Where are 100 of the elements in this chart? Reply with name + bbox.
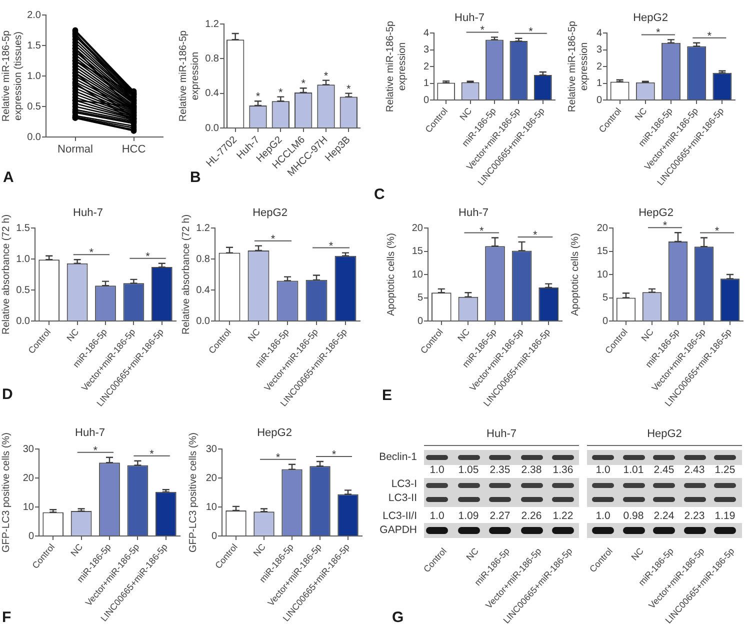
annotation: *: [346, 83, 352, 96]
y-tick-label: 4: [596, 28, 602, 39]
y-tick-label: 0.5: [16, 284, 30, 296]
y-tick-label: 10: [412, 269, 424, 280]
annotation: *: [533, 229, 538, 242]
y-tick-label: 30: [206, 444, 218, 455]
text: B: [190, 169, 201, 186]
y-tick-label: 2.0: [27, 10, 42, 21]
y-tick-label: 20: [22, 472, 34, 484]
y-tick-label: 0.4: [196, 284, 210, 296]
text: E: [382, 387, 392, 404]
annotation: *: [656, 27, 662, 40]
y-tick-label: 0.4: [205, 88, 220, 100]
y-tick-label: 20: [596, 222, 608, 234]
y-tick-label: 20: [412, 222, 424, 234]
y-axis-title: Relative miR-186-5p expression: [566, 20, 590, 112]
y-tick-label: 30: [22, 444, 34, 455]
annotation: *: [528, 26, 534, 38]
annotation: *: [89, 247, 94, 260]
data-label: 2.27: [488, 510, 512, 524]
y-tick-label: 2: [423, 61, 430, 72]
data-label: 1.09: [457, 510, 480, 524]
text: GAPDH: [380, 524, 417, 538]
y-axis-title: GFP-LC3 positive cells (%): [0, 432, 12, 553]
annotation: *: [270, 233, 276, 246]
text: LC3-II/I: [382, 510, 417, 524]
annotation: *: [707, 30, 712, 42]
y-tick-label: 0.8: [205, 53, 220, 64]
y-tick-label: 3: [596, 44, 602, 56]
data-label: 2.24: [652, 510, 676, 524]
y-tick-label: 0: [28, 530, 34, 542]
annotation: *: [662, 220, 668, 232]
y-axis-title: Relative absorbance (72 h): [180, 214, 192, 335]
annotation: *: [480, 24, 486, 37]
data-label: 2.26: [520, 510, 543, 524]
y-tick-label: 0: [211, 530, 218, 542]
y-tick-label: 1.5: [27, 40, 42, 52]
y-axis-title: Apoptotic cells (%): [570, 233, 581, 316]
annotation: *: [714, 225, 720, 238]
y-axis-title: GFP-LC3 positive cells (%): [188, 432, 199, 553]
y-tick-label: 0: [596, 94, 602, 106]
y-tick-label: 0.8: [196, 254, 210, 265]
y-tick-label: 1: [423, 78, 430, 89]
data-label: 2.43: [683, 464, 706, 478]
y-tick-label: 20: [206, 472, 218, 484]
y-tick-label: 1.5: [16, 222, 30, 234]
y-tick-label: 0: [602, 316, 608, 327]
data-label: 2.45: [652, 464, 676, 478]
y-tick-label: 1.2: [205, 18, 220, 30]
y-tick-label: 10: [596, 269, 608, 280]
y-tick-label: 10: [22, 502, 34, 513]
y-tick-label: 0: [423, 94, 430, 106]
y-tick-label: 2: [596, 61, 602, 72]
text: D: [2, 386, 13, 403]
y-axis-title: Relative absorbance (72 h): [0, 214, 12, 335]
data-label: 0.98: [622, 510, 645, 524]
y-tick-label: 10: [206, 502, 218, 513]
text: C: [374, 186, 385, 203]
chart-title: Huh-7: [73, 207, 103, 220]
data-label: 1.36: [552, 464, 574, 478]
y-tick-label: 5: [602, 292, 608, 304]
y-tick-label: 0.0: [16, 316, 30, 327]
annotation: *: [278, 86, 284, 99]
y-tick-label: 5: [417, 292, 424, 304]
y-tick-label: 0: [417, 316, 424, 327]
text: LC3-II: [388, 492, 417, 506]
y-tick-label: 1.0: [16, 254, 30, 265]
text: HepG2: [646, 428, 683, 442]
data-label: 1.01: [622, 464, 645, 478]
y-axis-title: Relative miR-186-5p expression: [178, 30, 201, 122]
annotation: *: [256, 91, 261, 104]
annotation: *: [150, 448, 155, 460]
text: G: [392, 609, 404, 626]
chart-title: Huh-7: [454, 12, 484, 24]
data-label: 1.19: [714, 510, 736, 524]
chart-title: HepG2: [638, 207, 674, 220]
chart-title: Huh-7: [75, 427, 105, 440]
x-tick-label: Normal: [58, 144, 93, 156]
annotation: *: [93, 444, 98, 457]
text: LC3-I: [391, 478, 417, 492]
y-axis-title: Relative miR-186-5p expression (tissues): [0, 30, 24, 122]
y-tick-label: 0.0: [196, 316, 210, 327]
annotation: *: [276, 452, 281, 464]
annotation: *: [328, 240, 334, 252]
data-label: 2.38: [520, 464, 543, 478]
y-tick-label: 1: [596, 78, 602, 89]
chart-title: HepG2: [252, 207, 288, 220]
y-tick-label: 1.2: [196, 222, 210, 234]
y-tick-label: 15: [596, 246, 608, 257]
annotation: *: [324, 70, 329, 82]
text: Huh-7: [486, 428, 518, 442]
data-label: 1.25: [714, 464, 736, 478]
data-label: 2.35: [488, 464, 512, 478]
legend-label: Beclin-1: [379, 450, 417, 464]
data-label: 1.22: [552, 510, 574, 524]
y-axis-title: Relative miR-186-5p expression: [384, 20, 408, 112]
chart-title: Huh-7: [458, 207, 488, 220]
y-tick-label: 4: [423, 28, 430, 39]
x-tick-label: HCC: [122, 144, 146, 156]
chart-title: HepG2: [257, 427, 292, 440]
